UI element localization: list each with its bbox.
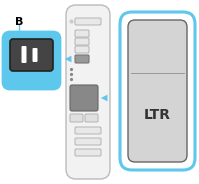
FancyBboxPatch shape (32, 48, 37, 62)
Text: LTR: LTR (144, 108, 171, 122)
FancyBboxPatch shape (3, 32, 60, 89)
FancyBboxPatch shape (75, 127, 101, 134)
FancyBboxPatch shape (70, 85, 98, 111)
Text: B: B (15, 17, 23, 27)
FancyBboxPatch shape (75, 30, 89, 37)
FancyBboxPatch shape (75, 138, 101, 145)
FancyBboxPatch shape (75, 55, 89, 63)
FancyBboxPatch shape (75, 38, 89, 45)
FancyBboxPatch shape (10, 39, 53, 71)
FancyBboxPatch shape (70, 114, 83, 122)
FancyBboxPatch shape (75, 46, 89, 53)
FancyBboxPatch shape (21, 46, 26, 63)
FancyBboxPatch shape (66, 5, 110, 179)
FancyBboxPatch shape (75, 18, 101, 25)
FancyBboxPatch shape (120, 12, 195, 170)
FancyBboxPatch shape (85, 114, 98, 122)
FancyBboxPatch shape (75, 149, 101, 156)
FancyBboxPatch shape (128, 20, 187, 162)
